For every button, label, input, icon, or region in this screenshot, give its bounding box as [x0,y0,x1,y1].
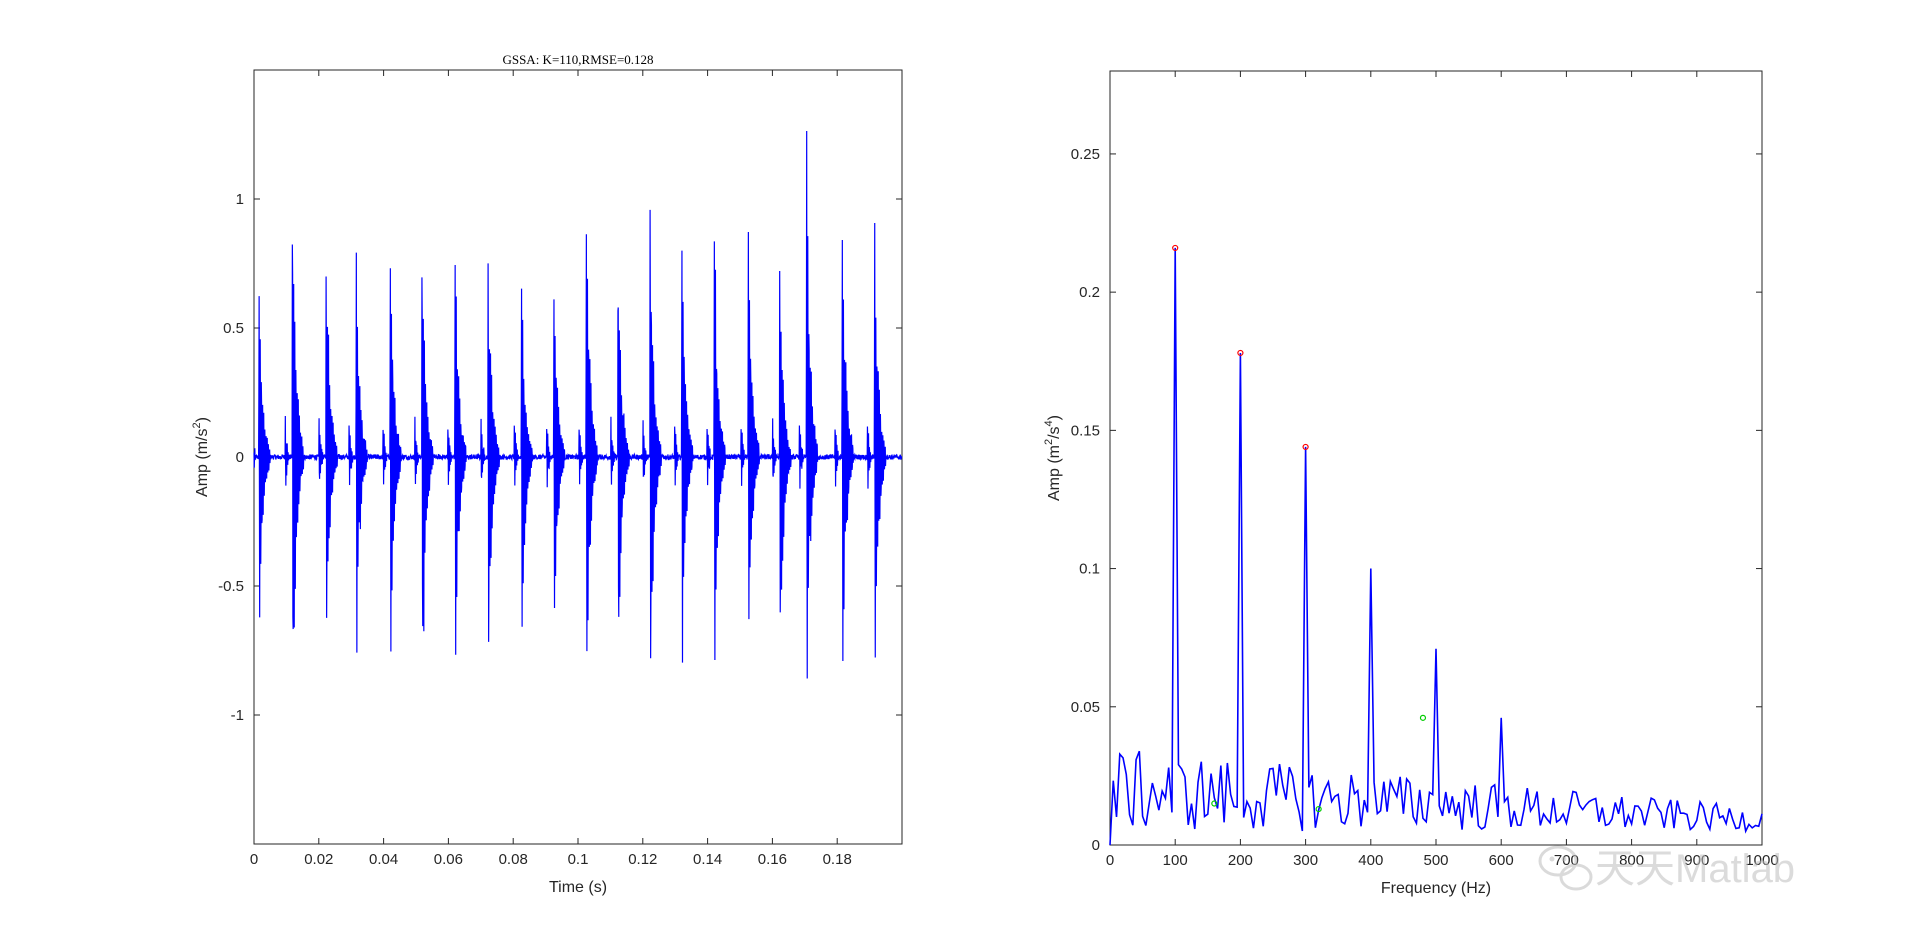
x-tick-label: 100 [1163,852,1188,869]
time-x-axis-label: Time (s) [549,879,607,896]
time-y-label-sup: 2 [191,422,203,428]
x-tick-label: 0.04 [369,851,398,868]
x-tick-label: 200 [1228,852,1253,869]
x-tick-label: 0.12 [628,851,657,868]
x-tick-label: 800 [1619,852,1644,869]
freq-x-axis-label: Frequency (Hz) [1381,880,1491,897]
x-tick-label: 0.02 [304,851,333,868]
x-tick-label: 0.06 [434,851,463,868]
watermark-text: 天天Matlab [1595,847,1795,891]
freq-y-axis-label: Amp (m2/s4) [1043,415,1063,501]
y-tick-label: 1 [236,191,244,208]
envelope-spectrum-line [1109,247,1763,846]
y-tick-label: 0.1 [1079,561,1100,578]
x-tick-label: 600 [1489,852,1514,869]
y-tick-label: -0.5 [218,578,244,595]
time-y-axis-label: Amp (m/s2) [191,417,211,497]
freq-axes-frame [1109,70,1763,846]
time-axis-ticks: 0 0.02 0.04 0.06 0.08 0.1 0.12 0.14 0.16 0.18 -1 -0… [218,70,902,868]
harmonic-marker [1419,714,1427,721]
x-tick-label: 0.14 [693,851,722,868]
spectrum-series [1109,247,1763,846]
x-tick-label: 0.16 [758,851,787,868]
y-tick-label: 0 [236,449,244,466]
fault-peak-marker [1237,349,1244,357]
freq-y-label-sup2: 4 [1043,420,1055,426]
time-signal-line [253,130,903,679]
watermark: 天天Matlab [1538,845,1795,891]
y-tick-label: 0.05 [1071,699,1100,716]
peak-markers [1172,244,1427,813]
time-chart-title: GSSA: K=110,RMSE=0.128 [502,52,653,67]
time-domain-axes: GSSA: K=110,RMSE=0.128 0 0.02 0.04 0.06 0.08… [191,52,903,896]
harmonic-marker [1211,800,1218,807]
time-y-label-main: Amp (m/s [194,429,211,497]
x-tick-label: 0.1 [568,851,589,868]
freq-y-label-sup: 2 [1043,439,1055,445]
y-tick-label: -1 [231,707,244,724]
x-tick-label: 900 [1684,852,1709,869]
x-tick-label: 0.18 [823,851,852,868]
y-tick-label: 0.15 [1071,422,1100,439]
x-tick-label: 0.08 [499,851,528,868]
freq-y-label-mid: /s [1046,426,1063,438]
x-tick-label: 500 [1423,852,1448,869]
y-tick-label: 0 [1092,837,1100,854]
harmonic-marker [1315,805,1322,813]
x-tick-label: 0 [250,851,258,868]
freq-y-label-end: ) [1046,415,1063,420]
x-tick-label: 300 [1293,852,1318,869]
y-tick-label: 0.2 [1079,284,1100,301]
frequency-domain-axes: 0 100 200 300 400 500 600 700 800 900 100000.050.1… [1043,70,1779,897]
y-tick-label: 0.5 [223,320,244,337]
x-tick-label: 1000 [1745,852,1778,869]
y-tick-label: 0.25 [1071,146,1100,163]
fault-peak-marker [1302,443,1309,451]
wechat-icon [1538,845,1593,891]
x-tick-label: 0 [1106,852,1114,869]
freq-axis-ticks: 0 100 200 300 400 500 600 700 800 900 100000.050.1… [1071,71,1779,869]
time-y-label-end: ) [194,417,211,422]
freq-y-label-main: Amp (m [1046,445,1063,501]
time-signal-series [253,130,903,679]
x-tick-label: 400 [1358,852,1383,869]
fault-peak-marker [1172,244,1179,252]
